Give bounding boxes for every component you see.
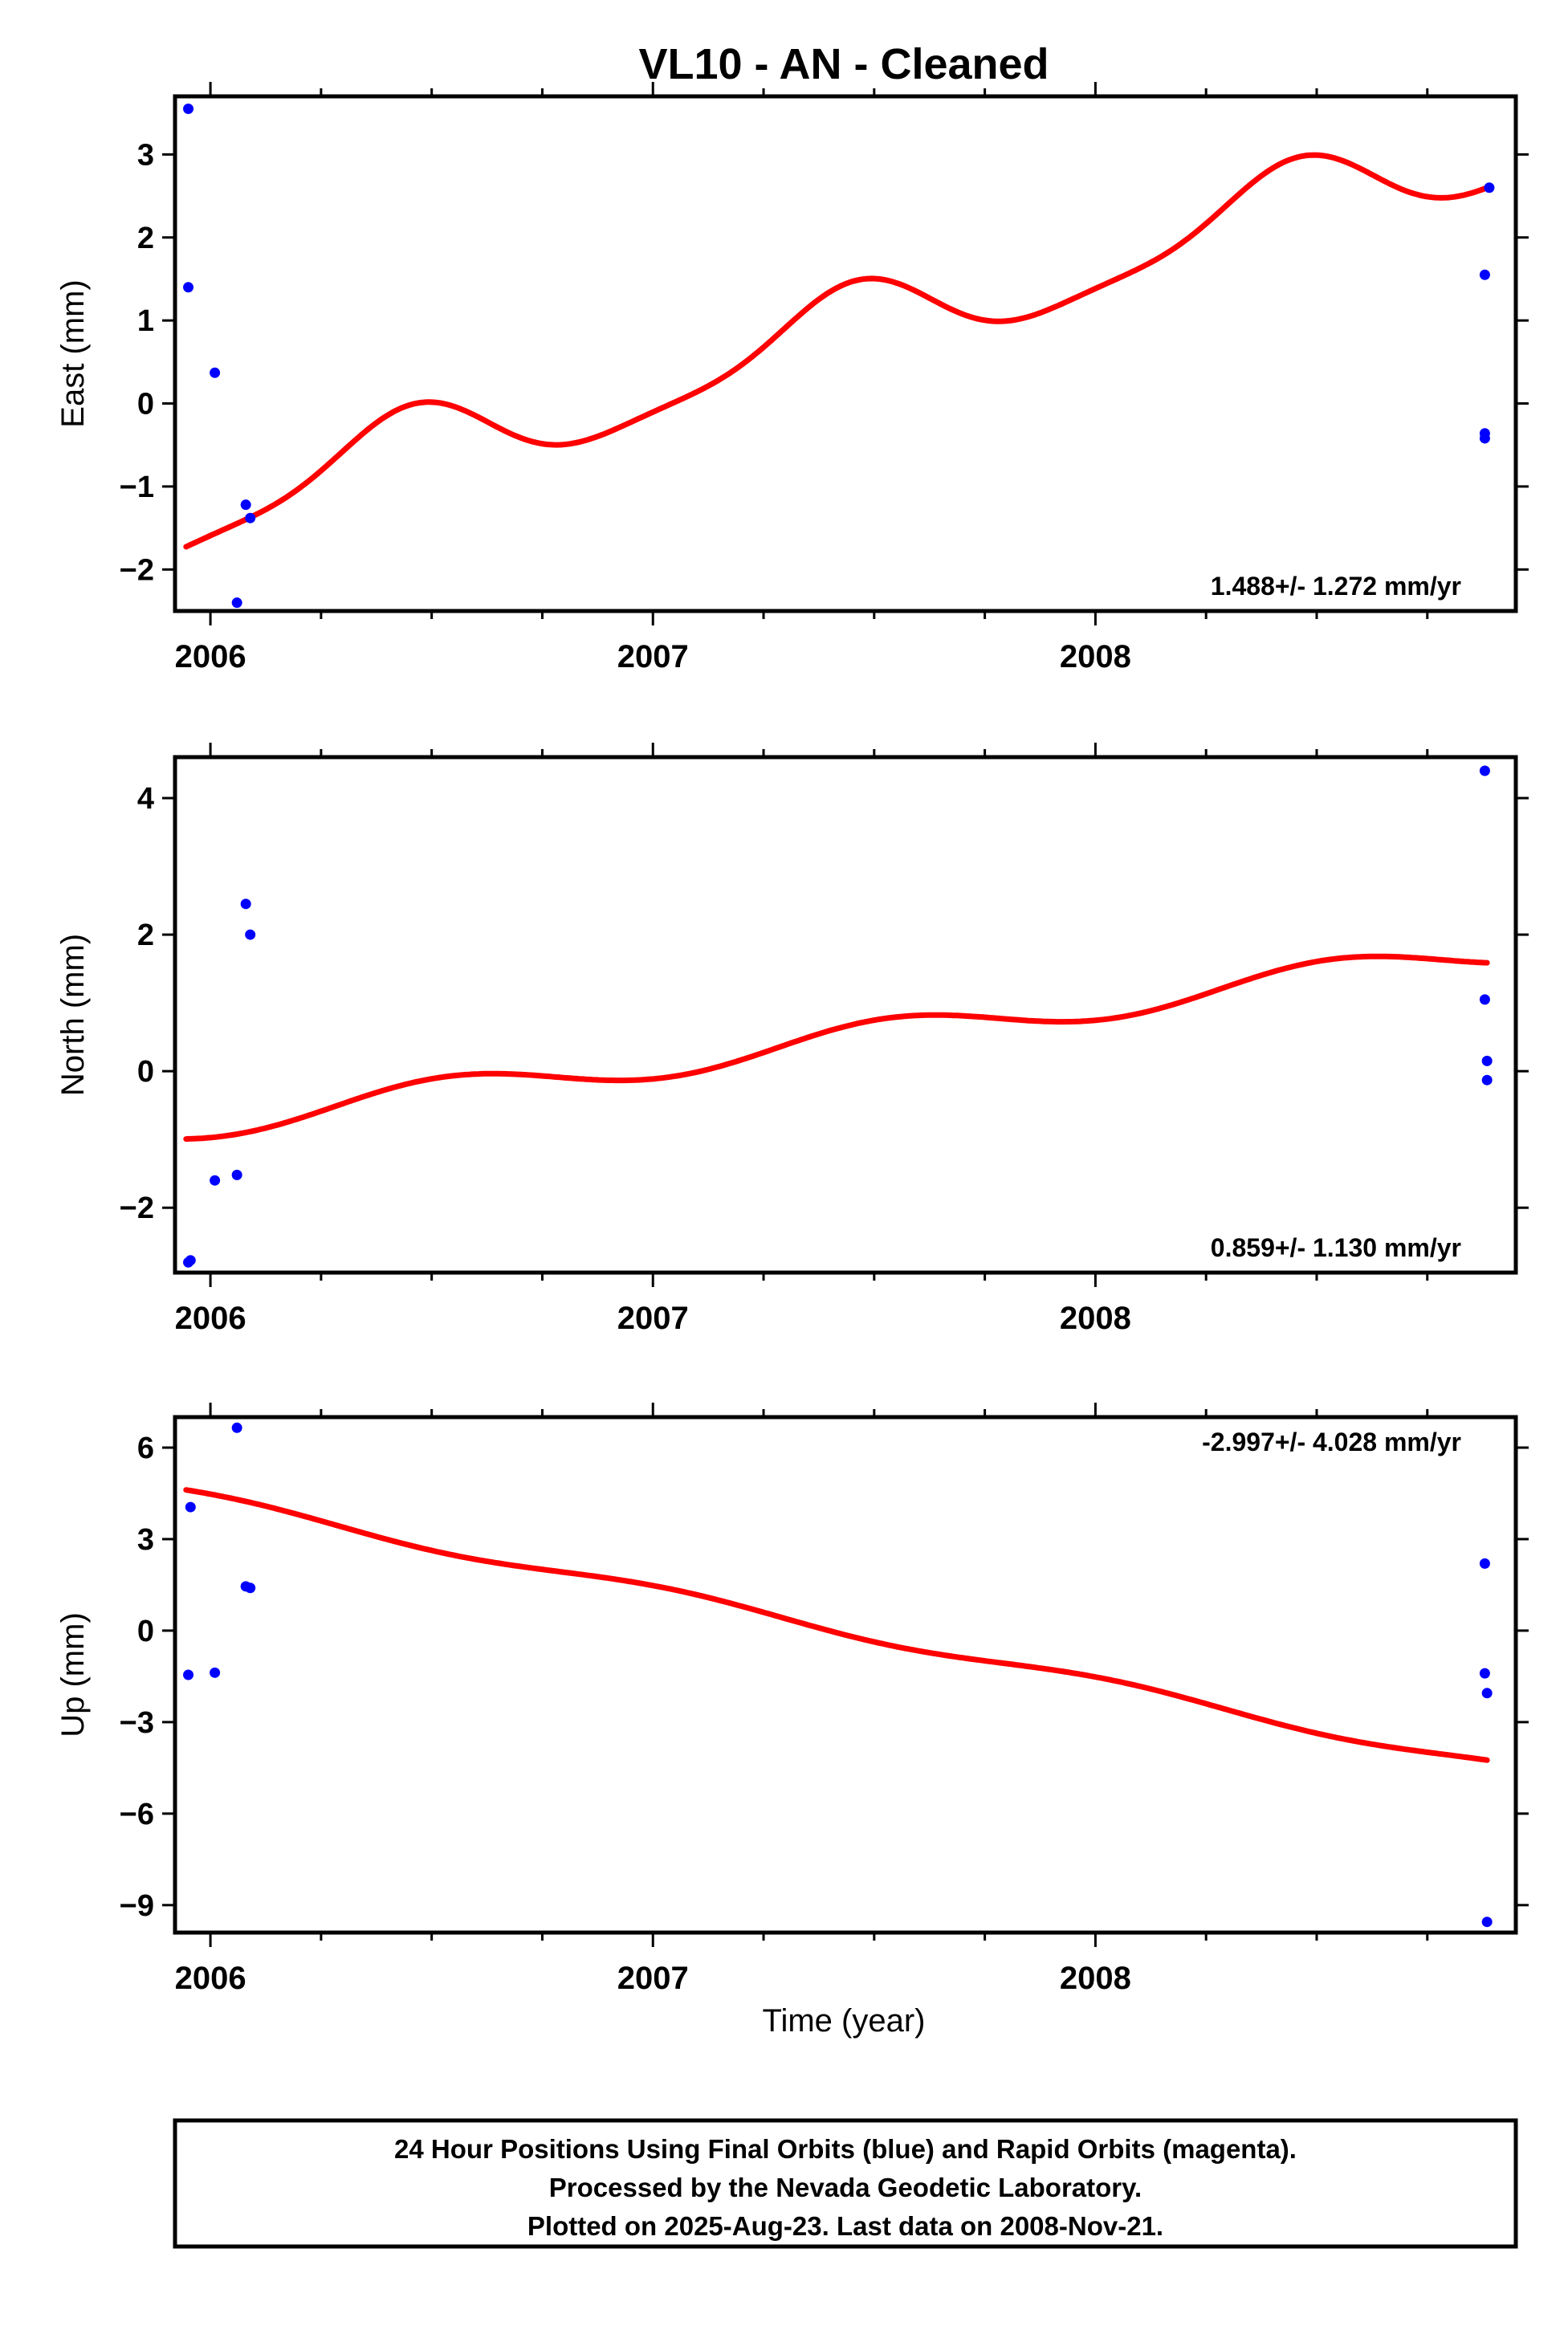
north-data-point: [231, 1169, 242, 1180]
up-data-point: [1479, 1668, 1490, 1679]
east-x-tick-label: 2007: [617, 639, 689, 674]
east-x-tick-label: 2006: [175, 639, 246, 674]
east-data-point: [245, 512, 256, 523]
footer-line-1: 24 Hour Positions Using Final Orbits (bl…: [394, 2134, 1297, 2164]
north-y-axis-label: North (mm): [55, 934, 91, 1096]
up-plot-frame: [173, 1415, 1518, 1935]
up-data-point: [185, 1501, 196, 1513]
footer-line-3: Plotted on 2025-Aug-23. Last data on 200…: [527, 2211, 1163, 2241]
up-y-axis-label: Up (mm): [55, 1612, 91, 1737]
up-y-tick-label: −6: [120, 1798, 154, 1831]
east-data-point: [231, 597, 242, 609]
up-x-tick-label: 2008: [1060, 1961, 1131, 1996]
footer-line-2: Processed by the Nevada Geodetic Laborat…: [549, 2173, 1142, 2202]
up-y-tick-label: 3: [137, 1523, 154, 1557]
east-y-tick-label: −1: [120, 470, 154, 504]
north-x-tick-label: 2006: [175, 1301, 246, 1336]
up-data-point: [1481, 1917, 1493, 1928]
north-y-tick-label: −2: [120, 1191, 154, 1225]
north-rate-label: 0.859+/- 1.130 mm/yr: [1211, 1233, 1461, 1262]
east-data-point: [1479, 433, 1490, 444]
east-y-tick-label: −2: [120, 553, 154, 587]
east-data-point: [1484, 182, 1495, 193]
north-panel: North (mm) −2 0 2 4 2006 2007 2008 0.859+/- 1.13…: [55, 743, 1529, 1336]
up-y-tick-label: 0: [137, 1615, 154, 1648]
north-x-tick-label: 2007: [617, 1301, 689, 1336]
north-data-point: [210, 1175, 221, 1186]
east-data-point: [183, 282, 194, 293]
up-y-tick-label: −3: [120, 1706, 154, 1740]
north-data-point: [1479, 994, 1490, 1005]
north-fit-line: [183, 953, 1490, 1143]
north-data-point: [1479, 765, 1490, 776]
east-y-tick-label: 3: [137, 138, 154, 172]
north-data-point: [185, 1255, 196, 1266]
up-data-point: [183, 1669, 194, 1680]
up-x-tick-label: 2007: [617, 1961, 689, 1996]
footer-box: 24 Hour Positions Using Final Orbits (bl…: [173, 2118, 1518, 2249]
north-plot-frame: [173, 755, 1518, 1275]
east-data-point: [1479, 269, 1490, 280]
up-panel: Up (mm) −9 −6 −3 0 3 6 2006 2007 2008 -2.997+/- 4.…: [55, 1403, 1529, 1996]
up-data-point: [1479, 1558, 1490, 1569]
up-y-tick-label: −9: [120, 1889, 154, 1923]
north-data-point: [240, 898, 251, 910]
up-data-point: [210, 1667, 221, 1678]
east-rate-label: 1.488+/- 1.272 mm/yr: [1211, 572, 1461, 601]
up-fit-line: [183, 1487, 1490, 1763]
east-x-tick-label: 2008: [1060, 639, 1131, 674]
east-y-tick-label: 0: [137, 388, 154, 422]
east-data-point: [210, 367, 221, 378]
east-data-point: [183, 104, 194, 115]
north-data-point: [245, 929, 256, 940]
north-y-tick-label: 4: [137, 782, 154, 816]
x-axis-label: Time (year): [763, 2003, 926, 2039]
east-panel: East (mm) −2 −1 0 1 2 3 2006 2007 2008 1.488+/- 1.…: [55, 82, 1529, 674]
east-data-point: [240, 499, 251, 511]
east-fit-line: [183, 152, 1490, 550]
footer-border: [173, 2118, 1518, 2249]
chart-title: VL10 - AN - Cleaned: [638, 40, 1049, 88]
up-x-tick-label: 2006: [175, 1961, 246, 1996]
north-data-point: [1481, 1055, 1493, 1066]
up-data-point: [1481, 1688, 1493, 1699]
east-y-axis-label: East (mm): [55, 279, 91, 427]
north-y-tick-label: 2: [137, 919, 154, 952]
east-y-tick-label: 2: [137, 222, 154, 255]
up-y-tick-label: 6: [137, 1432, 154, 1465]
up-data-point: [231, 1422, 242, 1433]
up-rate-label: -2.997+/- 4.028 mm/yr: [1202, 1428, 1461, 1456]
north-y-tick-label: 0: [137, 1055, 154, 1089]
east-y-tick-label: 1: [137, 304, 154, 338]
up-data-point: [245, 1583, 256, 1594]
north-data-point: [1481, 1074, 1493, 1086]
north-x-tick-label: 2008: [1060, 1301, 1131, 1336]
east-plot-frame: [173, 94, 1518, 613]
